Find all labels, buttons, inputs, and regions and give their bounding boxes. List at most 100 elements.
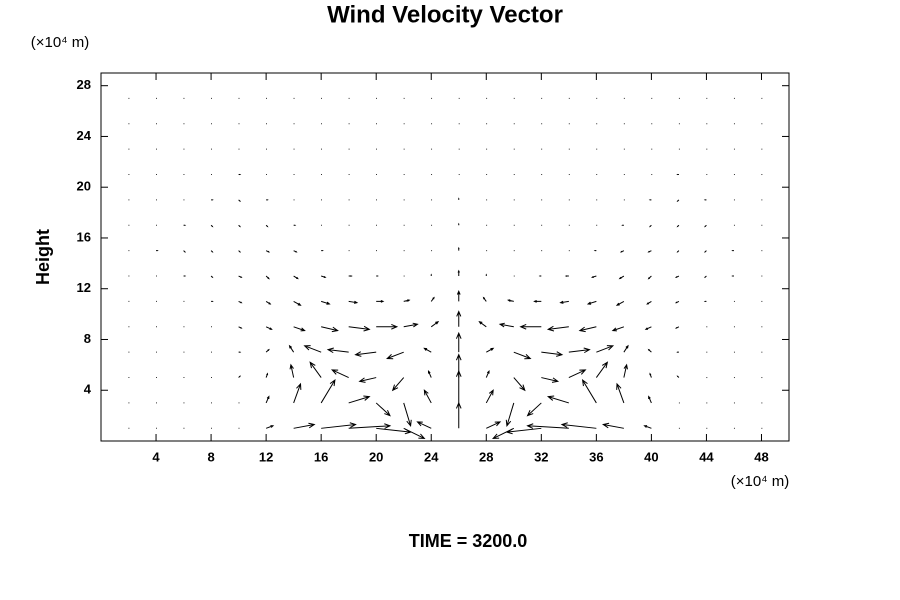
x-tick-label: 12 [259,449,273,464]
x-tick-label: 36 [589,449,603,464]
vector-arrow [238,224,241,228]
x-tick-label: 4 [152,449,160,464]
vector-arrow [646,300,652,305]
y-tick-label: 8 [84,331,91,346]
vector-arrow [386,351,404,360]
vector-arrow [455,353,462,378]
vector-arrow [526,402,542,417]
vector-arrow [676,224,680,228]
vector-arrow [331,369,349,379]
vector-arrow [581,378,597,404]
vector-arrow [505,427,542,435]
vector-arrow [348,300,359,304]
vector-arrow [482,296,487,302]
x-tick-label: 32 [534,449,548,464]
vector-arrow [376,300,385,303]
vector-arrow [478,320,487,328]
vector-arrow [293,250,298,253]
vector-arrow [455,331,462,353]
vector-arrow [320,378,336,404]
vector-arrow [375,402,391,417]
vector-arrow [376,323,399,330]
y-tick-label: 4 [84,382,92,397]
vector-arrow [293,275,299,280]
vector-arrow [326,347,349,354]
vector-arrow [505,402,515,428]
vector-arrow [704,250,707,253]
vector-arrow [541,351,564,357]
x-tick-label: 44 [699,449,714,464]
vector-arrow [586,300,597,305]
vector-arrow [704,224,707,228]
vector-arrow [623,344,629,353]
footer: TIME = 3200.0 [409,531,528,551]
vector-arrow [498,322,514,328]
vector-arrow [616,382,625,404]
vector-arrow [676,375,680,378]
vector-arrow [238,199,241,203]
vector-arrow [649,224,652,228]
vector-arrow [647,275,652,280]
vector-arrow [427,370,432,378]
vector-arrow [486,421,502,429]
vector-arrow [183,250,186,253]
x-tick-label: 24 [424,449,439,464]
chart-title: Wind Velocity Vector [327,1,563,28]
vector-arrow [321,326,339,333]
vector-arrow [513,377,526,392]
vector-arrow [265,372,269,378]
vector-arrow [519,323,542,330]
vector-arrow [210,275,214,279]
vector-arrow [210,250,214,253]
vector-arrow [238,275,243,278]
vector-arrow [238,326,243,329]
vector-arrow [457,246,460,251]
x-tick-label: 16 [314,449,328,464]
vector-arrow [293,300,302,306]
vector-arrow [348,275,353,277]
vector-arrow [546,395,569,404]
vector-arrow [293,326,306,332]
x-tick-label: 48 [754,449,768,464]
vector-arrow [430,320,440,328]
x-tick-label: 28 [479,449,493,464]
vector-arrow [615,300,625,306]
vector-arrow [265,425,275,429]
vector-arrow [676,199,680,203]
vector-arrow [321,300,331,305]
x-tick-label: 8 [207,449,214,464]
vector-arrow [416,421,432,429]
vector-arrow [391,377,405,392]
vector-arrow [596,345,615,353]
vector-arrow [486,347,495,353]
vector-arrow [265,275,270,280]
y-unit: (×10⁴ m) [31,34,90,51]
vector-arrow [430,296,435,302]
vector-arrow [647,348,652,353]
vector-arrow [644,326,652,330]
vector-arrow [647,250,652,253]
vector-arrow [560,422,597,429]
vector-arrow [423,347,432,353]
vector-arrow [403,299,411,302]
vector-arrow [457,269,460,277]
vector-arrow [348,325,371,332]
vector-arrow [423,389,432,404]
vector-arrow [643,425,652,429]
vector-arrow [649,372,652,378]
y-tick-label: 12 [77,280,91,295]
x-unit: (×10⁴ m) [731,473,790,490]
vector-arrow [568,369,587,379]
vector-arrow [533,300,542,303]
vector-arrow [455,401,462,429]
vector-arrow [676,250,680,253]
vector-arrow [265,395,270,404]
vector-arrow [456,289,461,302]
vector-arrow [293,382,302,404]
vector-arrow [619,250,625,253]
x-tick-label: 40 [644,449,658,464]
vector-arrow [568,347,591,354]
vector-arrow [675,300,680,304]
vector-arrow [618,275,625,280]
